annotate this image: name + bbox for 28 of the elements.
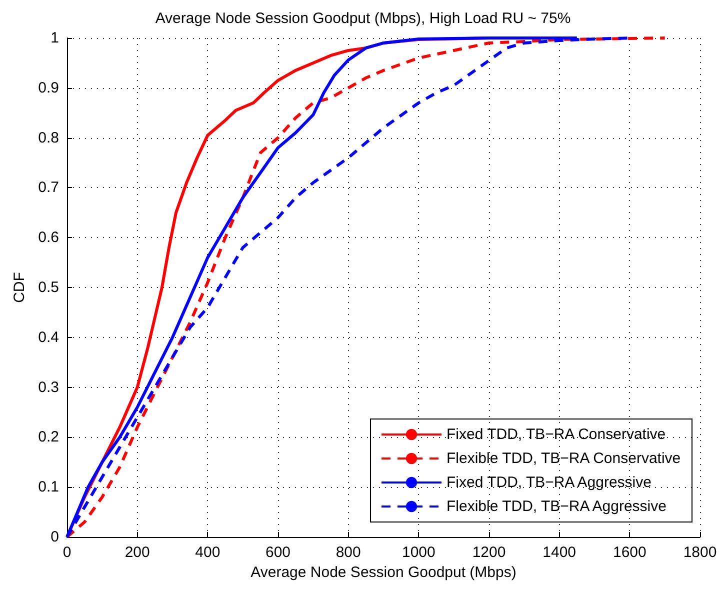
y-tick-label: 0.2 — [38, 428, 59, 446]
legend-label: Fixed TDD, TB−RA Aggressive — [446, 474, 652, 491]
x-tick-label: 800 — [336, 544, 361, 561]
y-tick-label: 0.1 — [38, 478, 59, 496]
x-tick-label: 1000 — [402, 544, 436, 561]
y-tick-label: 0.8 — [38, 129, 59, 146]
y-tick-label: 0.7 — [38, 179, 59, 196]
x-tick-label: 1400 — [542, 544, 576, 561]
legend-label: Flexible TDD, TB−RA Conservative — [446, 450, 681, 467]
legend-label: Flexible TDD, TB−RA Aggressive — [446, 498, 666, 515]
y-tick-label: 0.3 — [38, 378, 59, 396]
y-tick-label: 0.9 — [38, 79, 59, 96]
y-tick-label: 1 — [50, 30, 59, 46]
chart-title: Average Node Session Goodput (Mbps), High Load RU ~ 75% — [155, 10, 571, 27]
x-tick-label: 200 — [124, 544, 150, 561]
legend-label: Fixed TDD, TB−RA Conservative — [446, 426, 666, 443]
x-tick-label: 1600 — [612, 544, 646, 561]
x-tick-label: 400 — [195, 544, 220, 561]
x-tick-label: 1200 — [472, 544, 506, 561]
y-tick-label: 0.6 — [38, 229, 59, 246]
x-tick-label: 1800 — [683, 544, 717, 561]
y-axis-title: CDF — [11, 272, 28, 303]
y-tick-label: 0.4 — [38, 328, 59, 346]
y-tick-label: 0 — [50, 528, 59, 546]
x-tick-label: 0 — [62, 544, 72, 561]
x-tick-label: 600 — [265, 544, 291, 561]
x-axis-title: Average Node Session Goodput (Mbps) — [250, 564, 516, 581]
y-tick-label: 0.5 — [38, 279, 59, 296]
